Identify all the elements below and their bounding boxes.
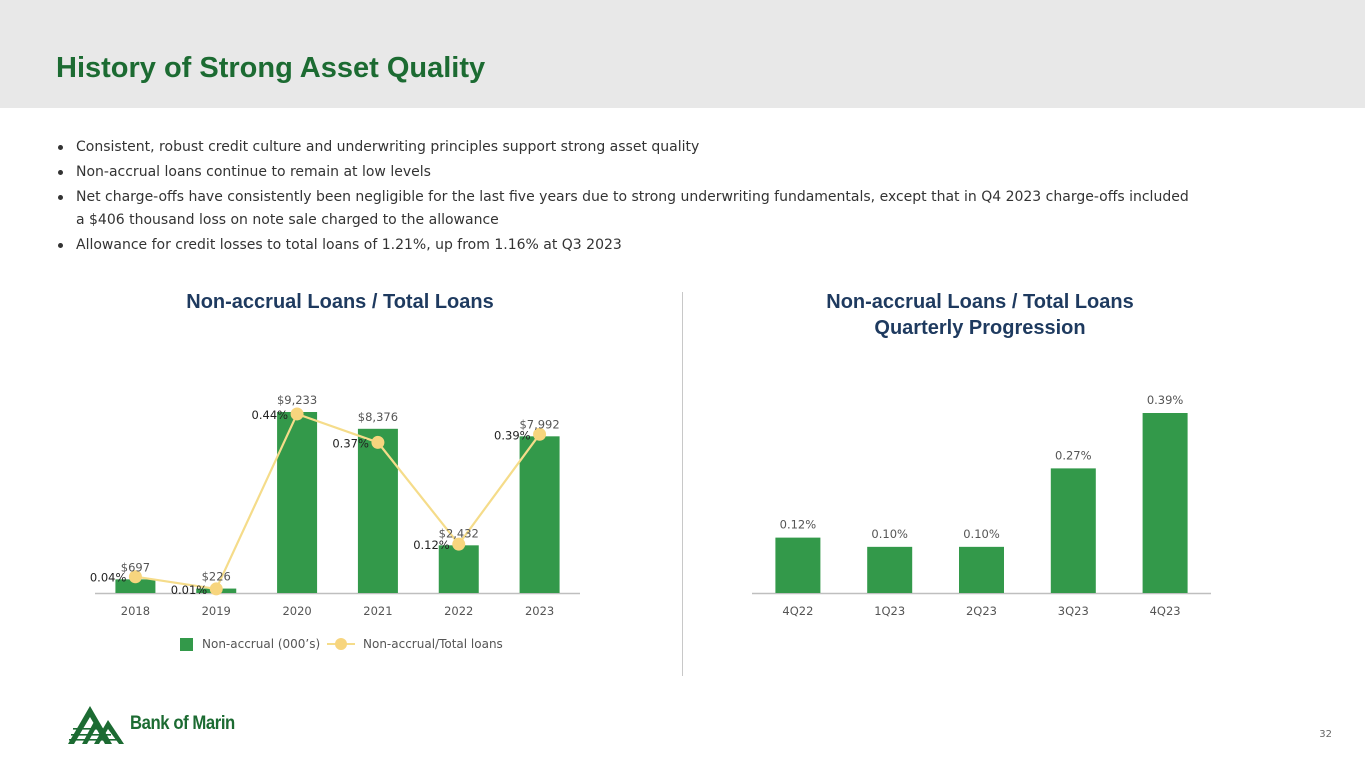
annual-bar-label-2021: $8,376	[358, 410, 398, 424]
bullet-item: Consistent, robust credit culture and un…	[56, 136, 1196, 159]
annual-bar-2021	[357, 428, 398, 593]
annual-ratio-point-2022	[452, 537, 466, 551]
annual-ratio-label-2019: 0.01%	[171, 583, 208, 597]
quarterly-bar-2Q23	[959, 546, 1004, 593]
annual-ratio-label-2023: 0.39%	[494, 428, 531, 442]
annual-ratio-point-2020	[290, 407, 304, 421]
bank-logo: Bank of Marin	[68, 704, 249, 744]
annual-x-tick-2022: 2022	[444, 604, 473, 618]
annual-ratio-label-2020: 0.44%	[252, 408, 289, 422]
annual-ratio-line	[135, 412, 541, 591]
quarterly-bar-3Q23	[1050, 468, 1096, 593]
bullet-item: Non-accrual loans continue to remain at …	[56, 161, 1196, 184]
quarterly-x-tick-2Q23: 2Q23	[966, 604, 997, 618]
quarterly-bar-label-3Q23: 0.27%	[1055, 448, 1092, 462]
bullet-item: Net charge-offs have consistently been n…	[56, 186, 1196, 232]
quarterly-bar-label-4Q22: 0.12%	[780, 518, 817, 532]
annual-chart-title-line: Non-accrual Loans / Total Loans	[186, 291, 494, 313]
annual-ratio-label-2021: 0.37%	[332, 436, 369, 450]
quarterly-x-tick-3Q23: 3Q23	[1058, 604, 1089, 618]
annual-x-tick-2018: 2018	[121, 604, 150, 618]
page-title: History of Strong Asset Quality	[56, 52, 486, 84]
annual-bar-label-2018: $697	[121, 560, 150, 574]
chart-divider	[682, 292, 683, 676]
annual-x-tick-2020: 2020	[282, 604, 311, 618]
quarterly-x-tick-4Q22: 4Q22	[782, 604, 813, 618]
bullet-list: Consistent, robust credit culture and un…	[56, 136, 1196, 259]
bullet-item: Allowance for credit losses to total loa…	[56, 234, 1196, 257]
mountain-logo-icon	[68, 706, 124, 744]
legend-line-marker	[327, 638, 355, 650]
annual-ratio-point-2023	[533, 427, 547, 441]
header-band	[0, 0, 1365, 108]
legend-bar-label: Non-accrual (000’s)	[202, 637, 321, 651]
annual-bar-label-2019: $226	[202, 570, 231, 584]
quarterly-bar-4Q23	[1142, 413, 1188, 593]
quarterly-bar-label-4Q23: 0.39%	[1147, 393, 1184, 407]
annual-bar-label-2020: $9,233	[277, 393, 317, 407]
annual-ratio-point-2021	[371, 435, 385, 449]
annual-x-tick-2019: 2019	[202, 604, 231, 618]
annual-bar-label-2022: $2,432	[439, 526, 479, 540]
logo-text: Bank of Marin	[130, 713, 235, 734]
quarterly-bar-4Q22	[775, 537, 821, 593]
quarterly-bar-label-1Q23: 0.10%	[871, 527, 908, 541]
quarterly-x-tick-4Q23: 4Q23	[1150, 604, 1181, 618]
quarterly-bar-label-2Q23: 0.10%	[963, 527, 1000, 541]
annual-bar-2023	[519, 436, 560, 593]
annual-ratio-label-2022: 0.12%	[413, 538, 450, 552]
annual-ratio-label-2018: 0.04%	[90, 571, 127, 585]
page-number: 32	[1319, 729, 1332, 740]
quarterly-chart-title-line-2: Quarterly Progression	[874, 317, 1086, 339]
quarterly-chart-title-line-1: Non-accrual Loans / Total Loans	[826, 291, 1134, 313]
annual-bar-2018	[115, 579, 156, 593]
annual-x-tick-2023: 2023	[525, 604, 554, 618]
annual-x-tick-2021: 2021	[363, 604, 392, 618]
quarterly-bar-1Q23	[867, 546, 913, 593]
legend-line-label: Non-accrual/Total loans	[363, 637, 503, 651]
annual-bar-2022	[438, 545, 479, 593]
legend-line: Non-accrual/Total loans	[327, 637, 503, 651]
quarterly-x-tick-1Q23: 1Q23	[874, 604, 905, 618]
annual-bar-label-2023: $7,992	[519, 417, 559, 431]
annual-chart-title: Non-accrual Loans / Total Loans	[90, 289, 590, 315]
legend-bar: Non-accrual (000’s)	[180, 637, 320, 651]
annual-ratio-point-2018	[128, 570, 142, 584]
legend-bar-swatch	[180, 637, 193, 651]
annual-bar-2020	[277, 412, 318, 593]
quarterly-chart-title: Non-accrual Loans / Total Loans Quarterl…	[730, 289, 1230, 341]
annual-ratio-point-2019	[209, 582, 223, 596]
